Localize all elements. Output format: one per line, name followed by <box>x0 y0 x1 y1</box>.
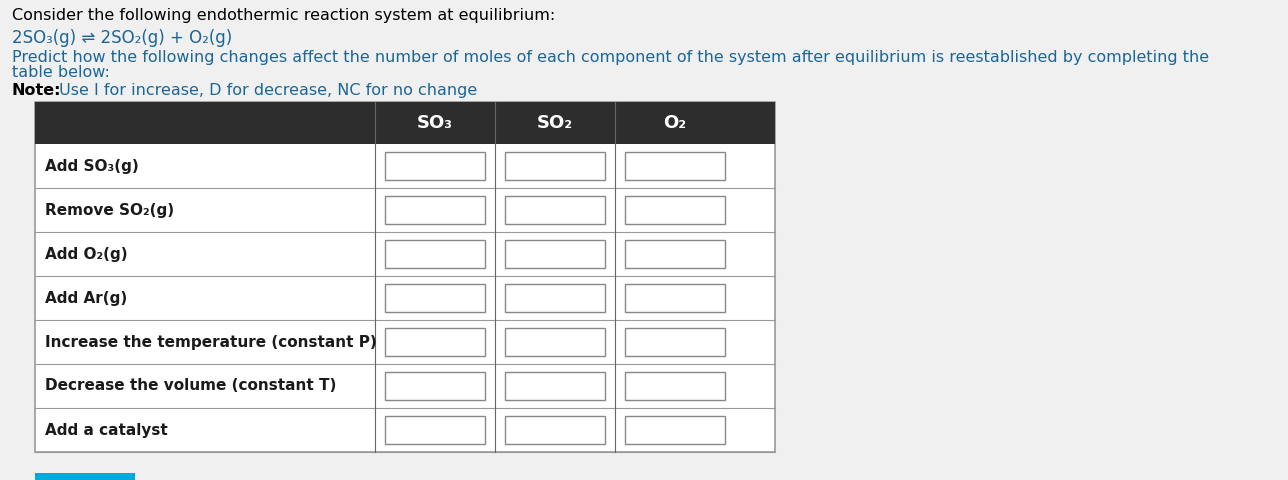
Text: Predict how the following changes affect the number of moles of each component o: Predict how the following changes affect… <box>12 50 1209 65</box>
Bar <box>505 416 605 444</box>
Bar <box>35 102 775 144</box>
Text: 2SO₃(g) ⇌ 2SO₂(g) + O₂(g): 2SO₃(g) ⇌ 2SO₂(g) + O₂(g) <box>12 29 232 47</box>
Bar <box>385 372 486 400</box>
Bar <box>385 152 486 180</box>
Text: O₂: O₂ <box>663 114 687 132</box>
Text: SO₂: SO₂ <box>537 114 573 132</box>
Bar <box>385 196 486 224</box>
Bar <box>625 372 725 400</box>
Text: Decrease the volume (constant T): Decrease the volume (constant T) <box>45 379 336 394</box>
Text: Remove SO₂(g): Remove SO₂(g) <box>45 203 174 217</box>
Text: Consider the following endothermic reaction system at equilibrium:: Consider the following endothermic react… <box>12 8 555 23</box>
Text: Increase the temperature (constant P): Increase the temperature (constant P) <box>45 335 377 349</box>
Bar <box>625 416 725 444</box>
Text: Add O₂(g): Add O₂(g) <box>45 247 128 262</box>
Text: Add Ar(g): Add Ar(g) <box>45 290 128 305</box>
Bar <box>505 152 605 180</box>
Bar <box>625 196 725 224</box>
Bar <box>505 240 605 268</box>
Bar <box>385 328 486 356</box>
Bar <box>505 284 605 312</box>
Bar <box>625 240 725 268</box>
Bar <box>35 473 135 480</box>
Bar <box>625 328 725 356</box>
Bar <box>505 196 605 224</box>
Bar <box>505 328 605 356</box>
Bar <box>625 152 725 180</box>
Bar <box>505 372 605 400</box>
Text: Add SO₃(g): Add SO₃(g) <box>45 158 139 173</box>
Text: SO₃: SO₃ <box>417 114 453 132</box>
Text: Use I for increase, D for decrease, NC for no change: Use I for increase, D for decrease, NC f… <box>54 83 478 98</box>
Bar <box>35 102 775 452</box>
Text: table below:: table below: <box>12 65 109 80</box>
Text: Note:: Note: <box>12 83 62 98</box>
Bar <box>385 284 486 312</box>
Bar <box>625 284 725 312</box>
Bar <box>385 416 486 444</box>
Bar <box>385 240 486 268</box>
Text: Add a catalyst: Add a catalyst <box>45 422 167 437</box>
